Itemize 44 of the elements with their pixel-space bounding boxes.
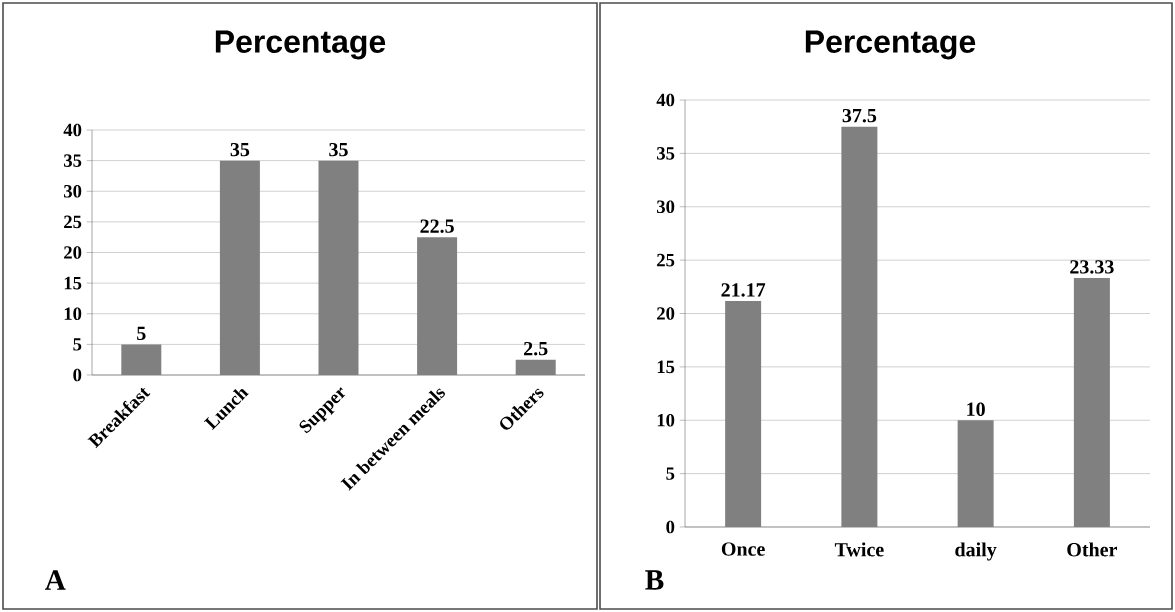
- x-tick-label: Twice: [834, 542, 884, 557]
- bar: [841, 126, 878, 527]
- bar: [121, 344, 162, 375]
- x-tick-label: Other: [1067, 542, 1117, 557]
- y-tick-label: 35: [64, 154, 82, 167]
- data-label: 2.5: [524, 341, 548, 356]
- y-tick-label: 30: [64, 184, 82, 198]
- text: A: [45, 570, 66, 590]
- bar: [318, 160, 359, 375]
- data-label: 10: [967, 402, 985, 416]
- y-tick-label: 5: [666, 467, 675, 480]
- y-tick-label: 20: [64, 246, 82, 259]
- chart-title: Percentage: [805, 30, 976, 60]
- y-tick-label: 15: [657, 360, 675, 374]
- data-label: 22.5: [420, 219, 454, 233]
- y-tick-label: 10: [64, 307, 82, 321]
- y-tick-label: 40: [63, 123, 82, 137]
- y-tick-label: 15: [64, 276, 82, 290]
- bar: [1073, 277, 1110, 527]
- data-label: 21.17: [721, 283, 766, 297]
- y-tick-label: 40: [656, 93, 675, 107]
- y-tick-label: 25: [657, 253, 675, 267]
- y-tick-label: 25: [64, 215, 82, 229]
- bar: [515, 359, 556, 375]
- chart-title: Percentage: [215, 30, 386, 60]
- y-tick-label: 10: [657, 413, 675, 427]
- data-label: 35: [230, 142, 250, 157]
- y-tick-label: 20: [657, 307, 675, 320]
- y-tick-label: 35: [657, 147, 675, 160]
- x-tick-label: Once: [721, 542, 765, 556]
- y-tick-label: 0: [73, 368, 82, 382]
- y-tick-label: 0: [666, 520, 675, 534]
- bar: [417, 237, 458, 375]
- data-label: 23.33: [1070, 260, 1114, 274]
- y-tick-label: 30: [657, 200, 675, 214]
- text: B: [645, 570, 664, 590]
- bar: [957, 420, 994, 527]
- bar: [219, 160, 260, 375]
- bar: [725, 301, 762, 527]
- data-label: 5: [137, 326, 146, 341]
- y-tick-label: 5: [73, 338, 82, 351]
- data-label: 37.5: [842, 108, 877, 123]
- data-label: 35: [329, 142, 348, 157]
- x-tick-label: daily: [955, 542, 997, 561]
